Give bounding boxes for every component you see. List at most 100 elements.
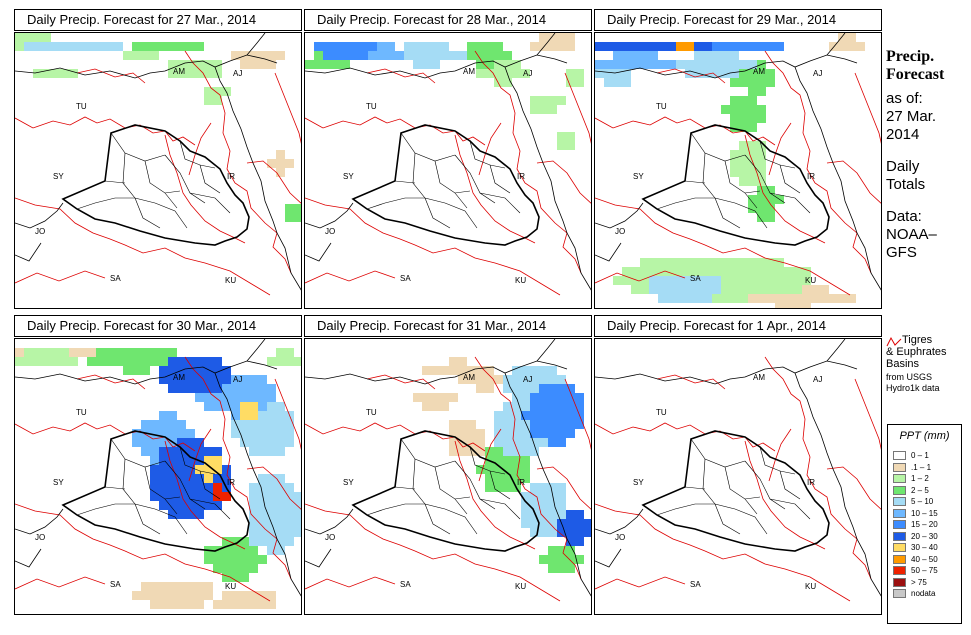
province-border [779, 164, 801, 194]
precip-cell [168, 375, 177, 384]
precip-cell [177, 375, 186, 384]
basins-source-line1: from USGS [886, 372, 933, 382]
precip-cell [530, 402, 539, 411]
province-border [489, 470, 511, 500]
basin-boundary [854, 378, 881, 450]
map-canvas: AM AJ TU SY IR JO SA KU [305, 33, 591, 296]
precip-cell [494, 474, 503, 483]
precip-cell [739, 168, 748, 177]
basin-boundary [15, 270, 106, 284]
precip-cell [33, 348, 42, 357]
precip-cell [539, 411, 548, 420]
precip-cell [168, 357, 177, 366]
precip-cell [739, 141, 748, 150]
precip-cell [631, 267, 640, 276]
precip-cell [703, 276, 712, 285]
precip-cell [186, 42, 195, 51]
precip-cell [195, 366, 204, 375]
precip-cell [712, 69, 721, 78]
precip-cell [748, 78, 757, 87]
province-border [199, 470, 221, 500]
precip-cell [548, 483, 557, 492]
country-label: TU [366, 102, 377, 111]
precip-cell [685, 267, 694, 276]
precip-cell [285, 528, 294, 537]
country-border [595, 202, 644, 229]
precip-cell [213, 483, 222, 492]
precip-cell [258, 555, 267, 564]
precip-cell [15, 33, 24, 42]
precip-cell [258, 411, 267, 420]
precip-cell [132, 429, 141, 438]
precip-cell [613, 276, 622, 285]
precip-cell [159, 465, 168, 474]
precip-cell [222, 465, 231, 474]
precip-cell [703, 69, 712, 78]
precip-cell [449, 429, 458, 438]
country-border [305, 202, 354, 229]
precip-cell [539, 366, 548, 375]
legend-swatch [893, 485, 906, 495]
precip-cell [141, 357, 150, 366]
precip-cell [521, 510, 530, 519]
precip-cell [267, 510, 276, 519]
precip-cell [721, 267, 730, 276]
precip-cell [168, 447, 177, 456]
precip-cell [258, 393, 267, 402]
province-border [744, 498, 758, 515]
legend-title: PPT (mm) [899, 430, 950, 442]
precip-cell [177, 438, 186, 447]
precip-cell [847, 42, 856, 51]
precip-cell [739, 177, 748, 186]
province-border [769, 498, 811, 520]
legend-label: 40 – 50 [911, 554, 938, 564]
precip-cell [503, 384, 512, 393]
country-label: IR [227, 172, 235, 181]
precip-cell [440, 366, 449, 375]
precip-cell [458, 375, 467, 384]
precip-cell [503, 51, 512, 60]
precip-cell [748, 42, 757, 51]
precip-cell [449, 438, 458, 447]
precip-cell [685, 276, 694, 285]
basin-boundary [164, 440, 246, 550]
precip-cell [231, 600, 240, 609]
precip-cell [557, 141, 566, 150]
precip-cell [168, 429, 177, 438]
precip-cell [467, 420, 476, 429]
precip-cell [748, 114, 757, 123]
province-border [144, 466, 181, 500]
precip-cell [512, 366, 521, 375]
precip-cell [703, 51, 712, 60]
precip-cell [694, 276, 703, 285]
map-canvas: AM AJ TU SY IR JO SA KU [595, 339, 881, 602]
country-border [595, 54, 858, 79]
precip-cell [685, 285, 694, 294]
precip-cell [132, 357, 141, 366]
precip-cell [649, 285, 658, 294]
precip-cell [575, 537, 584, 546]
precip-cell [595, 60, 604, 69]
precip-cell [784, 294, 793, 303]
province-border [366, 503, 425, 516]
precip-cell [168, 474, 177, 483]
precip-cell [521, 393, 530, 402]
precip-cell [150, 438, 159, 447]
precip-cell [186, 501, 195, 510]
precip-cell [838, 33, 847, 42]
basin-boundary [595, 422, 776, 452]
precip-cell [566, 384, 575, 393]
precip-cell [285, 492, 294, 501]
basin-boundary [768, 428, 792, 482]
precip-cell [267, 51, 276, 60]
precip-cell [168, 591, 177, 600]
precip-cell [132, 438, 141, 447]
precip-cell [195, 375, 204, 384]
precip-cell [177, 591, 186, 600]
precip-cell [748, 168, 757, 177]
legend-label: 30 – 40 [911, 543, 938, 552]
province-border [394, 486, 416, 490]
precip-cell [186, 582, 195, 591]
precip-cell [721, 294, 730, 303]
precip-cell [757, 285, 766, 294]
